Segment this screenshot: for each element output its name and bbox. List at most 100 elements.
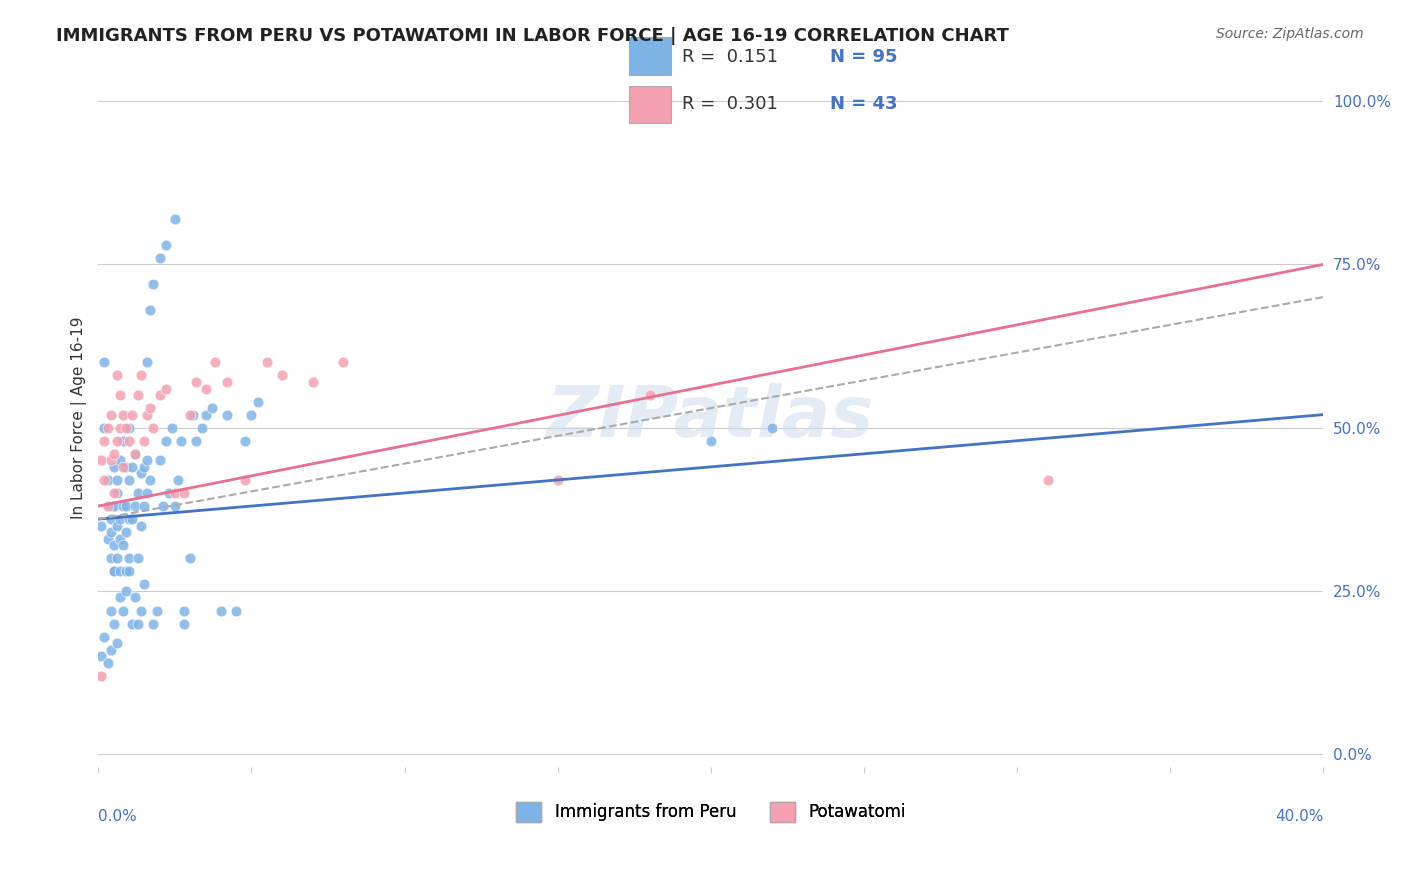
Point [155,237,177,252]
Point [96,532,118,546]
Point [90,453,112,467]
Point [103,459,125,474]
Point [186,375,208,389]
Point [124,499,146,513]
Point [100,642,122,657]
Point [129,603,152,617]
Legend: Immigrants from Peru, Potawatomi: Immigrants from Peru, Potawatomi [509,795,912,829]
Point [100,512,122,526]
Point [136,355,159,369]
Point [103,538,125,552]
Point [103,486,125,500]
Point [108,512,131,526]
Point [209,603,232,617]
Point [124,447,146,461]
Point [142,616,165,631]
Text: R =  0.301: R = 0.301 [682,95,778,113]
Point [93,355,115,369]
Point [186,434,208,448]
Point [96,473,118,487]
Point [96,499,118,513]
Point [118,565,141,579]
Point [100,499,122,513]
Point [93,630,115,644]
Point [108,453,131,467]
Point [115,420,138,434]
Point [111,603,134,617]
Point [139,401,162,416]
Point [100,525,122,540]
Point [301,375,323,389]
Point [118,420,141,434]
Text: Source: ZipAtlas.com: Source: ZipAtlas.com [1216,27,1364,41]
Point [163,211,186,226]
Text: N = 95: N = 95 [830,48,897,66]
Point [108,420,131,434]
Point [201,401,224,416]
Point [136,408,159,422]
Point [124,447,146,461]
Point [103,499,125,513]
Point [111,499,134,513]
Point [215,375,238,389]
Point [134,434,156,448]
Point [129,518,152,533]
Point [240,408,263,422]
Point [90,649,112,664]
Point [170,434,193,448]
Point [155,434,177,448]
Point [233,473,256,487]
Point [96,499,118,513]
Point [246,394,269,409]
Point [124,591,146,605]
Point [225,603,247,617]
Point [157,486,180,500]
Point [115,583,138,598]
Point [134,499,156,513]
Point [111,408,134,422]
Point [96,420,118,434]
Point [115,499,138,513]
Point [145,603,167,617]
Point [194,382,217,396]
Point [105,473,128,487]
Point [142,420,165,434]
Point [215,408,238,422]
Point [121,459,143,474]
Point [100,551,122,566]
Point [134,459,156,474]
Point [160,420,183,434]
Point [115,565,138,579]
Point [96,656,118,670]
Point [173,603,195,617]
Point [100,603,122,617]
Point [204,355,226,369]
Point [129,368,152,383]
Point [191,420,214,434]
Point [163,499,186,513]
Point [93,434,115,448]
Point [103,447,125,461]
Point [761,420,783,434]
Point [173,616,195,631]
Point [118,512,141,526]
Point [100,408,122,422]
Point [105,486,128,500]
FancyBboxPatch shape [630,86,672,123]
Point [271,368,294,383]
Point [111,538,134,552]
Point [173,486,195,500]
Point [547,473,569,487]
Point [700,434,723,448]
Point [118,551,141,566]
Point [90,518,112,533]
Point [181,408,204,422]
Point [142,277,165,291]
Point [108,565,131,579]
Text: N = 43: N = 43 [830,95,897,113]
Text: 0.0%: 0.0% [98,809,138,824]
Point [233,434,256,448]
Point [127,551,149,566]
Point [139,303,162,318]
Point [115,459,138,474]
